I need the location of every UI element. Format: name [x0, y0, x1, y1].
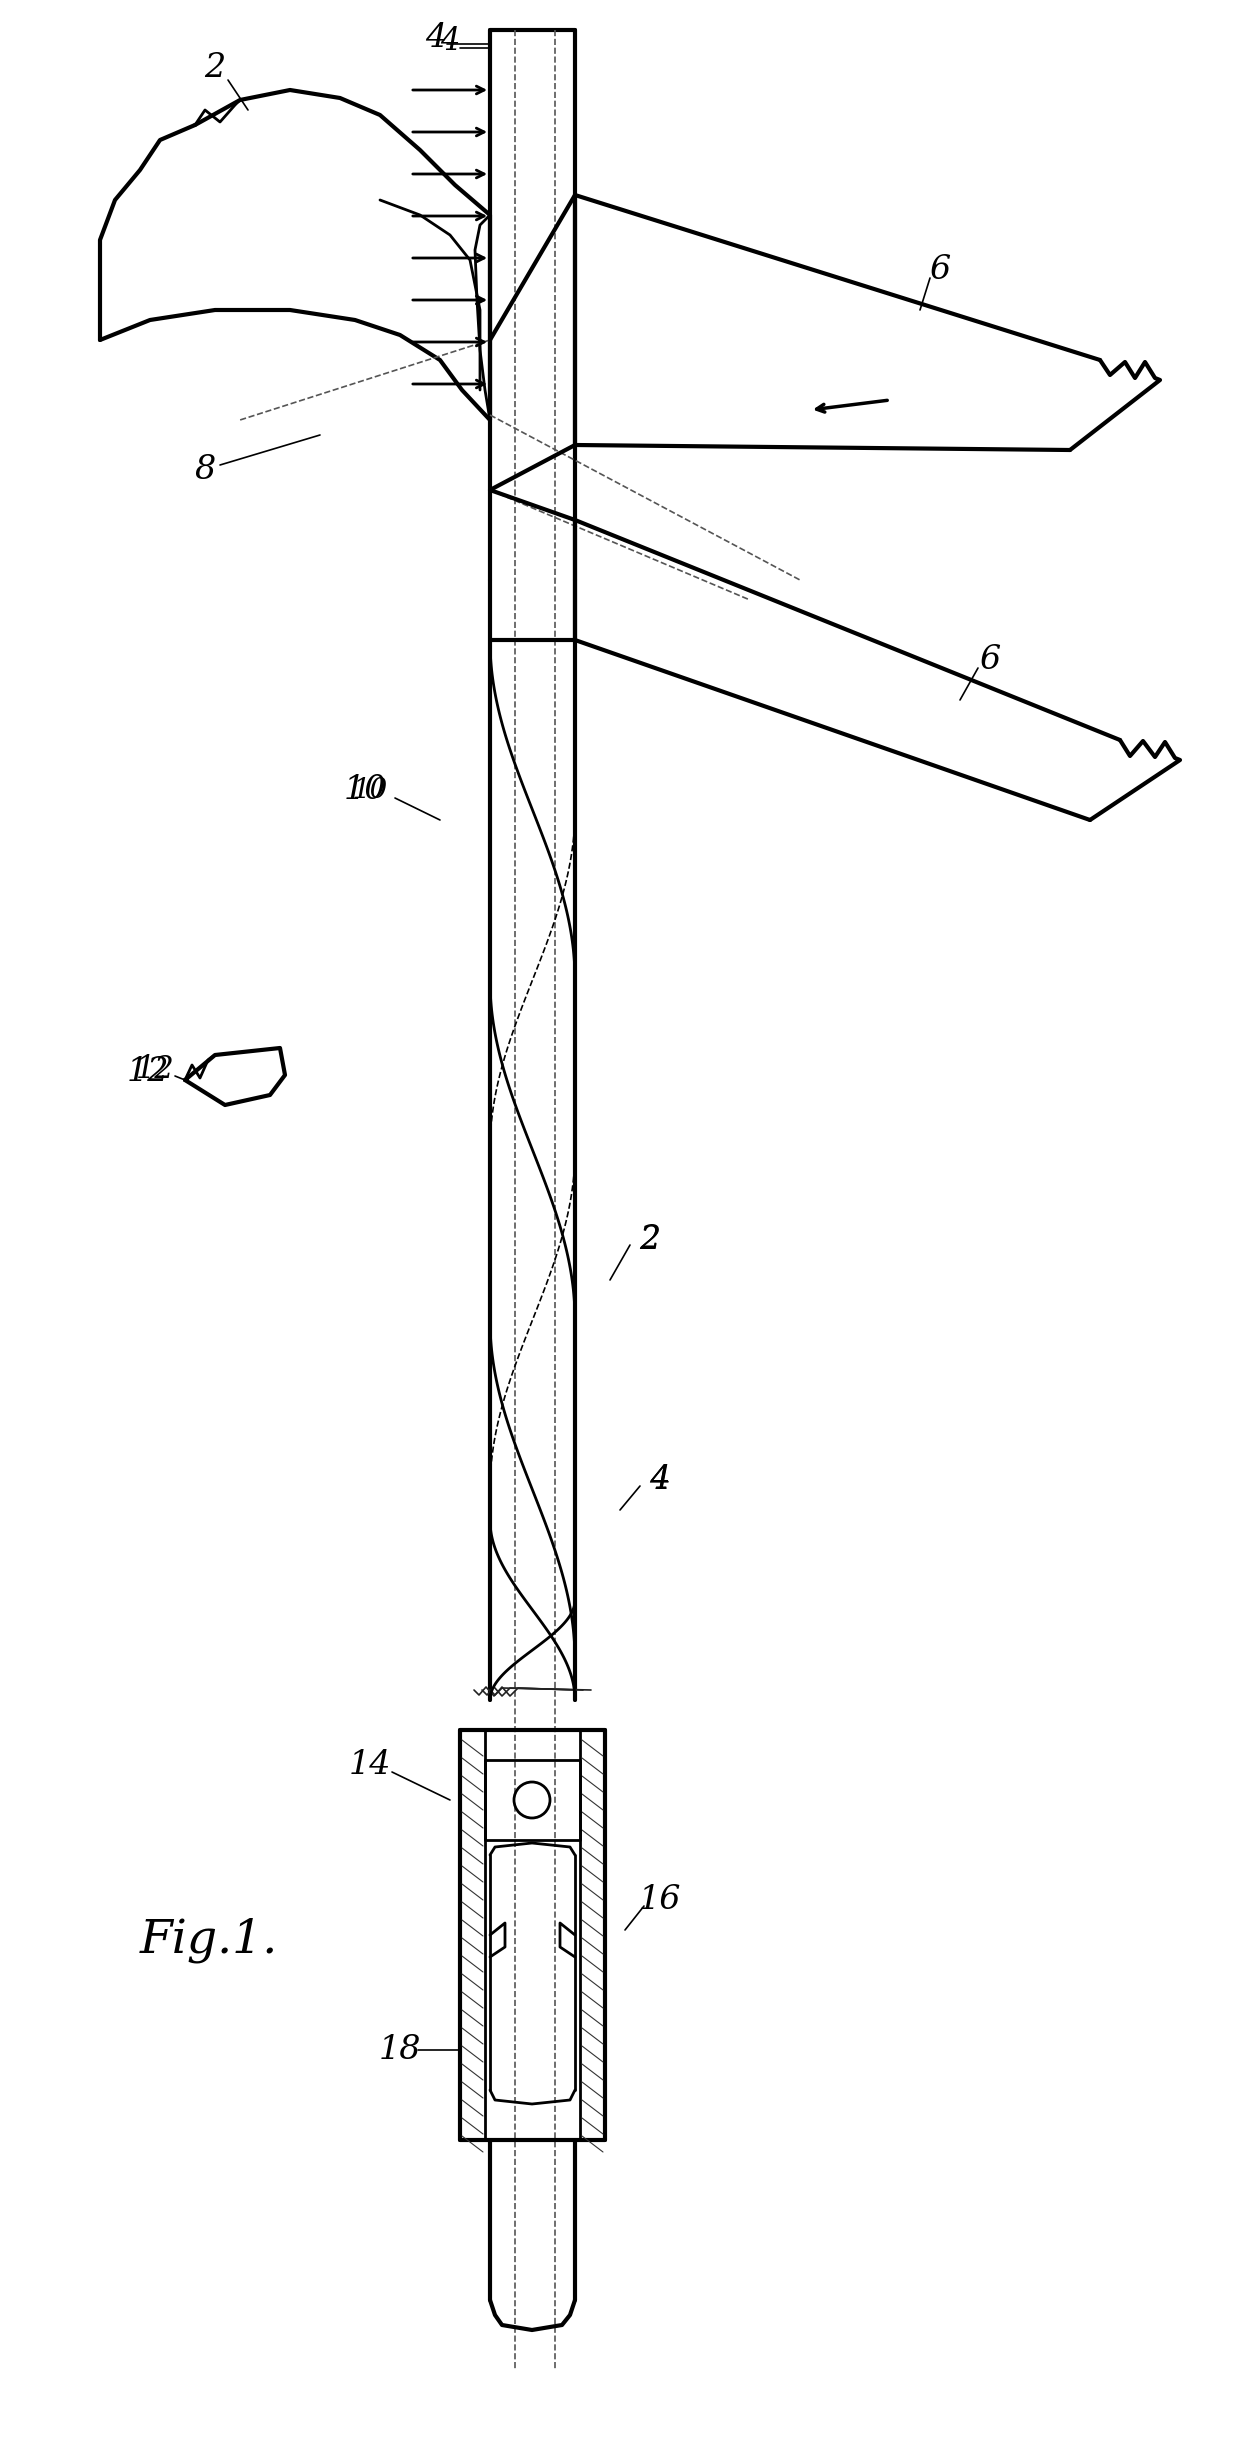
Text: 10: 10 — [343, 773, 386, 805]
Text: 4: 4 — [440, 27, 460, 56]
Text: 4: 4 — [650, 1465, 670, 1494]
Text: 6: 6 — [980, 643, 1001, 675]
Text: 2: 2 — [205, 52, 226, 83]
Text: 10: 10 — [352, 775, 388, 802]
Text: 18: 18 — [378, 2034, 422, 2066]
Text: 4: 4 — [650, 1465, 671, 1497]
Text: 2: 2 — [640, 1225, 660, 1256]
Text: 16: 16 — [639, 1885, 681, 1917]
Text: 6: 6 — [929, 255, 951, 287]
Text: 12: 12 — [135, 1055, 175, 1085]
Text: 8: 8 — [195, 454, 216, 486]
Circle shape — [515, 1782, 551, 1818]
Text: 14: 14 — [348, 1750, 392, 1782]
Text: 4: 4 — [425, 22, 446, 54]
Text: 12: 12 — [126, 1055, 169, 1087]
Text: 2: 2 — [640, 1225, 661, 1256]
Text: Fig.1.: Fig.1. — [140, 1917, 278, 1963]
